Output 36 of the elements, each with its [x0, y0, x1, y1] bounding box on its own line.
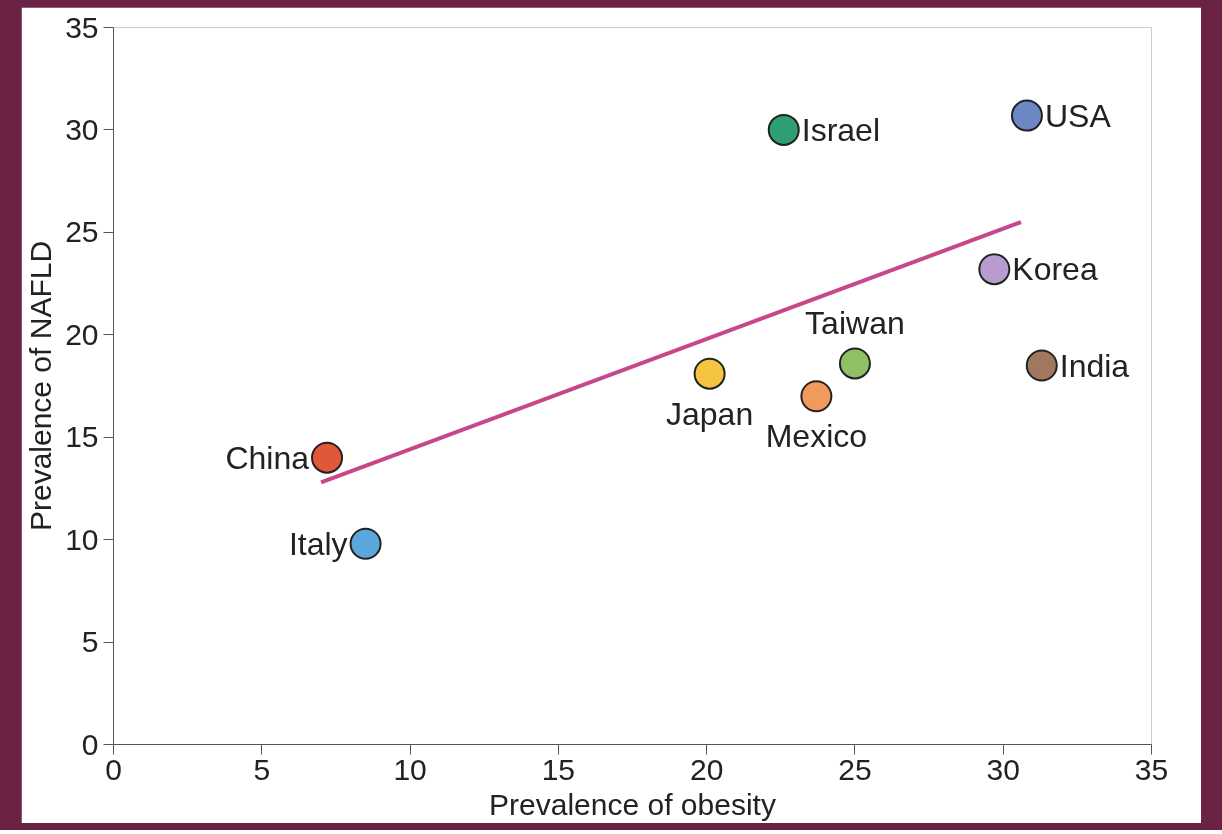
point: [800, 380, 833, 413]
point: [1025, 349, 1058, 382]
y-tick-label: 25: [65, 215, 99, 249]
series-label: Italy: [288, 525, 348, 562]
point: [311, 441, 344, 474]
y-tick-label: 35: [65, 10, 99, 44]
series-label: Israel: [801, 111, 880, 148]
x-tick-label: 25: [838, 752, 872, 786]
point: [838, 347, 871, 380]
point: [978, 253, 1011, 286]
x-tick-label: 15: [541, 752, 576, 786]
y-tick-label: 0: [81, 727, 99, 761]
series-label: USA: [1044, 97, 1112, 134]
x-tick-label: 0: [105, 752, 122, 786]
point: [349, 527, 382, 560]
x-tick-label: 20: [689, 752, 724, 786]
x-tick-label: 10: [393, 752, 427, 786]
y-tick-label: 20: [65, 317, 99, 351]
y-tick-label: 30: [65, 112, 99, 146]
point: [693, 357, 726, 390]
series-label: India: [1059, 347, 1130, 384]
x-axis-title: Prevalence of obesity: [489, 787, 776, 821]
point: [767, 113, 800, 146]
x-tick-label: 5: [253, 752, 271, 786]
y-axis-title: Prevalence of NAFLD: [24, 240, 58, 532]
series-label: Japan: [666, 395, 754, 432]
x-tick-label: 30: [986, 752, 1020, 786]
y-tick-label: 5: [81, 625, 99, 659]
y-tick-label: 10: [65, 522, 99, 556]
x-tick-label: 35: [1134, 752, 1169, 786]
series-label: Korea: [1012, 251, 1098, 288]
series-label: Mexico: [765, 418, 868, 455]
series-label: Taiwan: [805, 305, 905, 342]
series-label: China: [225, 439, 310, 476]
y-tick-label: 15: [65, 420, 99, 454]
point: [1010, 99, 1043, 132]
